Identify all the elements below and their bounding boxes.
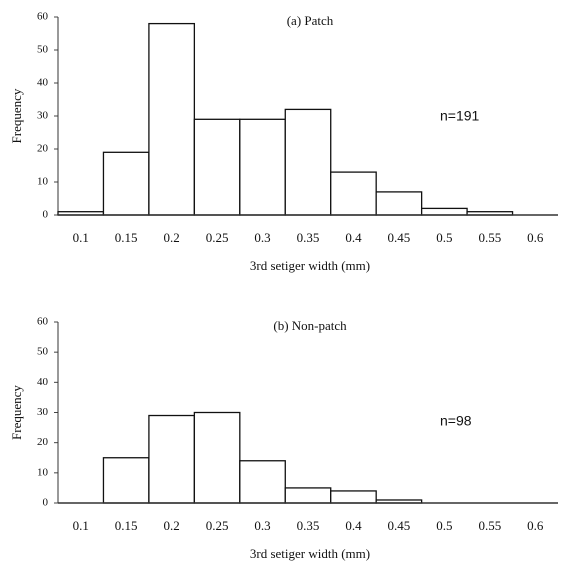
x-tick-label: 0.4: [345, 518, 362, 533]
bar: [375, 191, 423, 216]
x-tick-label: 0.15: [115, 230, 138, 245]
bar: [148, 22, 196, 216]
x-tick-label: 0.55: [478, 230, 501, 245]
x-tick-label: 0.25: [206, 230, 229, 245]
x-tick-label: 0.3: [254, 230, 270, 245]
y-tick-label: 50: [37, 346, 49, 358]
x-tick-label: 0.25: [206, 518, 229, 533]
x-tick-label: 0.45: [388, 230, 411, 245]
y-tick-label: 40: [37, 376, 49, 388]
bar: [239, 460, 286, 504]
x-tick-label: 0.1: [73, 518, 89, 533]
bar: [193, 411, 241, 504]
y-tick-label: 60: [37, 11, 49, 23]
chart-title: (b) Non-patch: [273, 318, 347, 333]
annotation: n=98: [440, 413, 472, 429]
x-tick-label: 0.5: [436, 518, 452, 533]
x-tick-label: 0.35: [297, 230, 320, 245]
x-tick-label: 0.5: [436, 230, 452, 245]
x-tick-label: 0.55: [478, 518, 501, 533]
x-tick-label: 0.6: [527, 518, 544, 533]
annotation: n=191: [440, 108, 480, 124]
y-tick-label: 0: [43, 497, 49, 509]
x-tick-label: 0.4: [345, 230, 362, 245]
bar: [193, 118, 241, 216]
y-tick-label: 20: [37, 143, 49, 155]
y-tick-label: 50: [37, 44, 49, 56]
x-tick-label: 0.6: [527, 230, 544, 245]
bar: [148, 414, 196, 504]
y-tick-label: 40: [37, 77, 49, 89]
x-tick-label: 0.1: [73, 230, 89, 245]
bar: [420, 207, 468, 216]
y-tick-label: 10: [37, 466, 49, 478]
x-axis-label: 3rd setiger width (mm): [250, 546, 370, 561]
x-tick-label: 0.15: [115, 518, 138, 533]
bar: [239, 118, 286, 216]
y-tick-label: 0: [43, 209, 49, 221]
bar: [284, 487, 332, 504]
y-axis-label: Frequency: [9, 385, 24, 440]
bar: [102, 457, 150, 504]
bar: [330, 490, 377, 504]
y-tick-label: 30: [37, 406, 49, 418]
y-axis-label: Frequency: [9, 88, 24, 143]
bar: [284, 108, 332, 216]
y-tick-label: 30: [37, 110, 49, 122]
x-tick-label: 0.45: [388, 518, 411, 533]
bar: [102, 151, 150, 216]
x-tick-label: 0.3: [254, 518, 270, 533]
x-tick-label: 0.35: [297, 518, 320, 533]
x-tick-label: 0.2: [164, 230, 180, 245]
x-axis-label: 3rd setiger width (mm): [250, 258, 370, 273]
y-tick-label: 20: [37, 436, 49, 448]
y-tick-label: 10: [37, 176, 49, 188]
bar: [330, 171, 377, 216]
x-tick-label: 0.2: [164, 518, 180, 533]
y-tick-label: 60: [37, 316, 49, 328]
chart-title: (a) Patch: [287, 13, 334, 28]
